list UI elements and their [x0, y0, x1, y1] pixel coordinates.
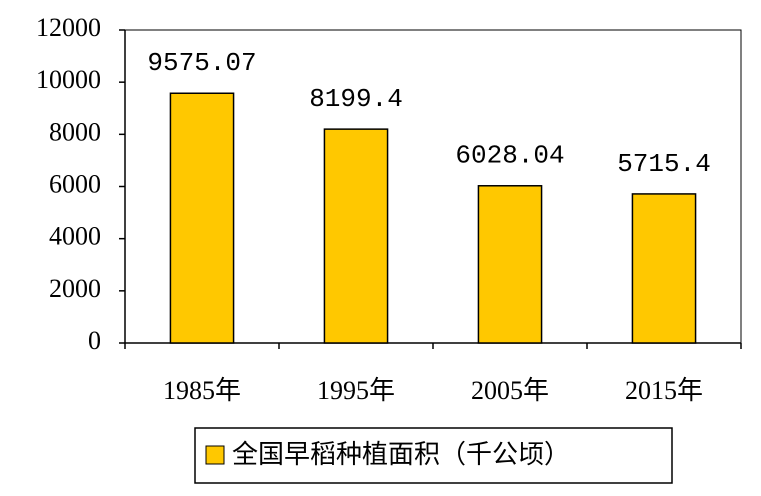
y-tick-label: 6000: [49, 169, 101, 198]
bar: [169, 92, 235, 344]
data-label: 5715.4: [617, 149, 711, 179]
y-tick-label: 12000: [36, 13, 101, 42]
data-label: 9575.07: [147, 48, 256, 78]
bar: [323, 128, 389, 344]
y-tick-label: 8000: [49, 117, 101, 146]
bar: [477, 185, 543, 344]
x-tick-label: 2015年: [625, 376, 703, 405]
legend-label: 全国早稻种植面积（千公顷）: [232, 440, 570, 469]
y-tick-label: 2000: [49, 274, 101, 303]
y-tick-label: 0: [88, 326, 101, 355]
data-label: 8199.4: [309, 84, 403, 114]
bar: [631, 193, 697, 344]
y-tick-label: 4000: [49, 222, 101, 251]
x-tick-label: 2005年: [471, 376, 549, 405]
y-tick-label: 10000: [36, 65, 101, 94]
legend-swatch: [205, 445, 225, 465]
x-tick-label: 1995年: [317, 376, 395, 405]
legend-box: [194, 427, 673, 484]
data-label: 6028.04: [455, 141, 564, 171]
x-tick-label: 1985年: [163, 376, 241, 405]
